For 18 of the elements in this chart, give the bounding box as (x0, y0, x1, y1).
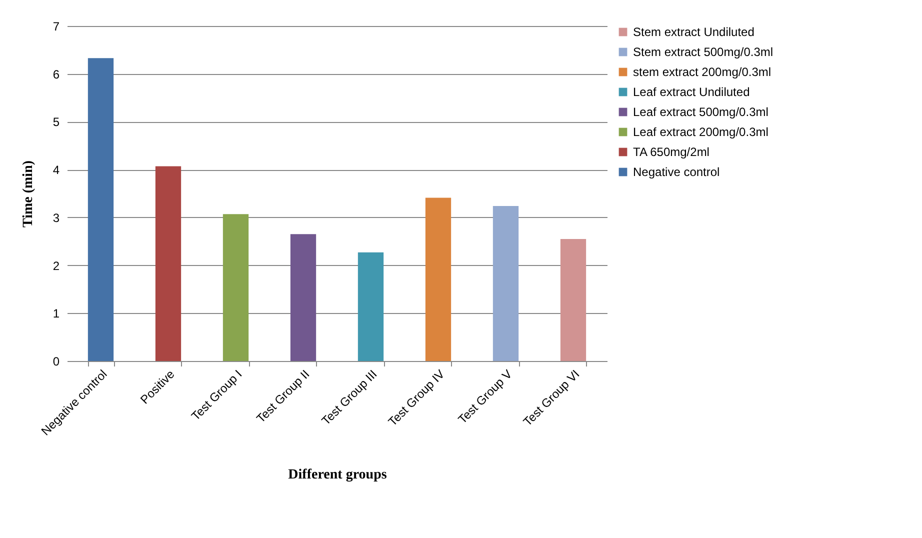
y-tick-label: 1 (52, 306, 60, 321)
legend-label: Stem extract 500mg/0.3ml (633, 45, 774, 59)
legend-label: Leaf extract 500mg/0.3ml (633, 105, 768, 119)
y-tick-label: 7 (52, 20, 60, 34)
legend-label: Leaf extract Undiluted (633, 85, 750, 99)
legend-label: Leaf extract 200mg/0.3ml (633, 125, 768, 139)
legend-label: TA 650mg/2ml (633, 145, 710, 159)
x-axis-title: Different groups (288, 468, 388, 483)
y-tick-label: 2 (52, 258, 60, 273)
y-tick-label: 0 (52, 354, 60, 368)
y-axis-title: Time (min) (20, 160, 36, 228)
legend-label: Negative control (633, 165, 720, 179)
y-tick-label: 3 (52, 210, 60, 225)
y-tick-label: 6 (52, 67, 60, 82)
y-tick-label: 5 (52, 115, 60, 130)
legend-label: Stem extract Undiluted (633, 25, 754, 39)
legend-label: stem extract 200mg/0.3ml (633, 65, 772, 79)
y-tick-label: 4 (52, 163, 60, 178)
